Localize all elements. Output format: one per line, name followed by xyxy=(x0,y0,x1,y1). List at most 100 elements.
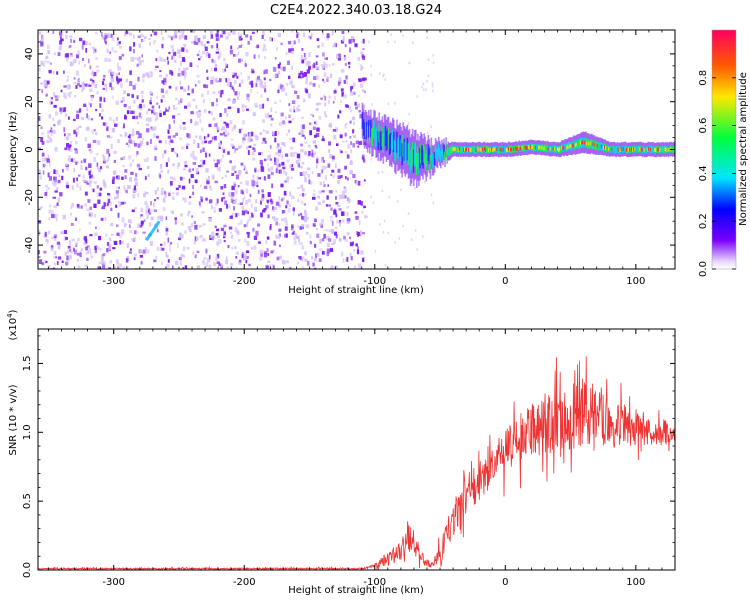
noise-speck xyxy=(94,31,98,35)
noise-speck xyxy=(69,45,72,48)
noise-speck xyxy=(263,176,266,181)
noise-speck xyxy=(134,230,137,235)
noise-speck xyxy=(164,150,167,154)
noise-speck xyxy=(66,75,69,78)
noise-speck xyxy=(267,115,270,119)
trace-core xyxy=(645,146,648,154)
noise-speck xyxy=(63,133,66,137)
noise-speck xyxy=(346,211,349,217)
noise-speck xyxy=(342,35,345,41)
noise-speck xyxy=(326,252,330,257)
x-tick-label: 0 xyxy=(502,577,508,588)
noise-speck xyxy=(238,259,242,263)
noise-speck xyxy=(138,60,142,66)
noise-speck xyxy=(236,47,239,50)
noise-speck xyxy=(238,128,242,134)
colorbar-ticks: 0.00.20.40.60.8 xyxy=(698,70,736,277)
noise-speck xyxy=(199,41,203,45)
noise-speck xyxy=(256,175,259,181)
noise-speck xyxy=(211,67,213,71)
noise-speck xyxy=(146,110,149,115)
noise-speck xyxy=(94,248,97,254)
noise-speck xyxy=(154,199,156,202)
noise-speck xyxy=(177,242,179,248)
noise-speck xyxy=(71,185,74,190)
noise-speck xyxy=(52,129,56,135)
noise-speck xyxy=(65,163,68,167)
noise-speck xyxy=(247,233,250,238)
trace-core xyxy=(364,119,367,137)
noise-speck xyxy=(97,140,101,145)
noise-speck xyxy=(296,31,299,37)
noise-speck xyxy=(45,238,48,243)
noise-speck xyxy=(221,176,224,180)
noise-speck xyxy=(63,127,66,133)
noise-speck xyxy=(41,158,45,162)
noise-speck xyxy=(238,91,241,96)
noise-speck xyxy=(103,37,107,43)
noise-speck xyxy=(93,49,96,54)
noise-speck xyxy=(218,146,221,149)
noise-speck xyxy=(277,70,281,75)
noise-speck xyxy=(212,231,215,236)
noise-speck xyxy=(407,212,410,215)
noise-speck xyxy=(278,204,282,208)
y-tick-label: 1.0 xyxy=(22,424,33,440)
noise-speck xyxy=(349,170,353,175)
noise-speck xyxy=(248,81,252,85)
noise-speck xyxy=(179,125,182,130)
noise-speck xyxy=(162,207,166,212)
noise-speck xyxy=(341,30,345,34)
noise-speck xyxy=(138,225,142,228)
noise-speck xyxy=(394,241,396,244)
noise-speck xyxy=(321,250,325,255)
noise-speck xyxy=(312,262,315,267)
trace-core xyxy=(382,133,385,153)
noise-speck xyxy=(274,160,277,165)
noise-speck xyxy=(115,259,119,264)
noise-speck xyxy=(346,232,350,236)
noise-speck xyxy=(276,235,280,239)
noise-speck xyxy=(124,132,128,137)
noise-speck xyxy=(105,41,107,45)
noise-speck xyxy=(371,103,373,106)
noise-speck xyxy=(223,196,226,200)
noise-speck xyxy=(57,52,61,57)
noise-speck xyxy=(187,133,191,139)
noise-speck xyxy=(321,238,325,242)
noise-speck xyxy=(299,226,302,230)
noise-speck xyxy=(156,49,159,53)
noise-speck xyxy=(193,221,196,224)
noise-speck xyxy=(231,192,235,197)
noise-speck xyxy=(79,252,82,258)
noise-speck xyxy=(363,179,366,182)
noise-speck xyxy=(168,192,171,197)
noise-speck xyxy=(134,143,137,147)
trace-core xyxy=(653,146,655,153)
noise-speck xyxy=(359,64,363,67)
trace-core xyxy=(661,146,663,153)
trace-core xyxy=(523,144,526,152)
noise-speck xyxy=(100,217,104,221)
noise-speck xyxy=(137,231,139,234)
noise-speck xyxy=(328,238,332,242)
trace-core xyxy=(630,146,632,154)
noise-speck xyxy=(243,133,246,138)
noise-speck xyxy=(240,181,243,184)
noise-speck xyxy=(117,66,121,71)
noise-speck xyxy=(269,36,272,42)
colorbar-tick-label: 0.4 xyxy=(698,165,709,181)
noise-speck xyxy=(328,64,331,67)
noise-speck xyxy=(53,169,56,174)
noise-speck xyxy=(265,265,269,269)
noise-speck xyxy=(90,180,93,184)
trace-peak xyxy=(477,147,480,152)
noise-speck xyxy=(59,107,63,112)
noise-speck xyxy=(332,101,335,104)
noise-speck xyxy=(293,40,296,45)
noise-speck xyxy=(338,53,341,59)
noise-speck xyxy=(135,188,138,193)
trace-core xyxy=(592,140,595,150)
noise-speck xyxy=(310,181,313,185)
noise-speck xyxy=(308,52,311,57)
